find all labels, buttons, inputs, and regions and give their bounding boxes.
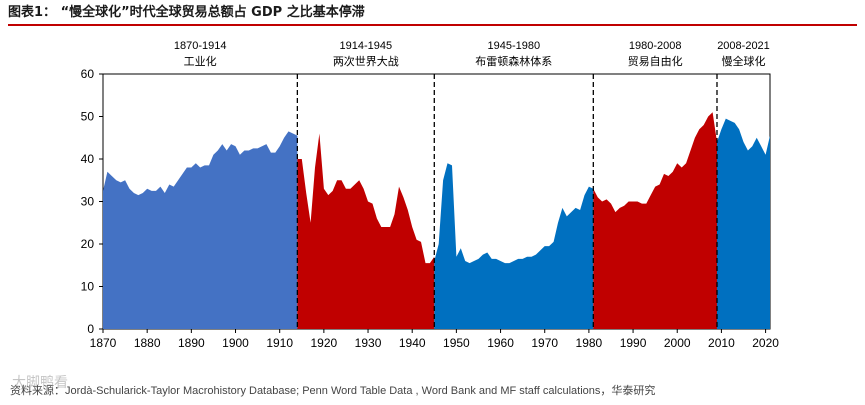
x-tick-label: 1950: [443, 336, 470, 350]
era-range-label: 1980-2008: [629, 40, 682, 52]
y-tick-label: 10: [81, 280, 95, 294]
figure-source: 资料来源：Jordà-Schularick-Taylor Macrohistor…: [10, 385, 656, 397]
area-series-1980-2008: [593, 112, 717, 329]
x-tick-label: 1890: [178, 336, 205, 350]
figure-title: 图表1： “慢全球化”时代全球贸易总额占 GDP 之比基本停滞: [8, 5, 365, 20]
x-tick-label: 1930: [355, 336, 382, 350]
y-tick-label: 0: [87, 322, 94, 336]
x-tick-label: 2010: [708, 336, 735, 350]
x-tick-label: 1910: [266, 336, 293, 350]
x-tick-label: 2000: [664, 336, 691, 350]
era-name-label: 慢全球化: [721, 54, 765, 68]
y-tick-label: 20: [81, 237, 95, 251]
era-name-label: 贸易自由化: [628, 54, 683, 68]
area-series-1945-1980: [434, 163, 594, 329]
y-tick-label: 50: [81, 110, 95, 124]
figure-header: 图表1： “慢全球化”时代全球贸易总额占 GDP 之比基本停滞: [8, 3, 857, 26]
x-tick-label: 1870: [90, 336, 117, 350]
x-tick-label: 1980: [576, 336, 603, 350]
x-tick-label: 1920: [311, 336, 338, 350]
x-tick-label: 1990: [620, 336, 647, 350]
area-series-2008-2021: [716, 118, 770, 329]
x-tick-label: 1880: [134, 336, 161, 350]
y-tick-label: 60: [81, 67, 95, 81]
x-tick-label: 1970: [531, 336, 558, 350]
header-rule: [8, 24, 857, 26]
x-tick-label: 1940: [399, 336, 426, 350]
area-series-1914-1945: [297, 133, 435, 329]
era-name-label: 工业化: [184, 54, 217, 68]
era-range-label: 2008-2021: [717, 40, 770, 52]
era-name-label: 两次世界大战: [333, 54, 399, 68]
y-tick-label: 30: [81, 195, 95, 209]
era-name-label: 布雷顿森林体系: [475, 54, 552, 68]
x-tick-label: 1960: [487, 336, 514, 350]
y-tick-label: 40: [81, 152, 95, 166]
x-tick-label: 2020: [752, 336, 779, 350]
era-range-label: 1914-1945: [340, 40, 393, 52]
area-series-1870-1914: [103, 131, 298, 329]
x-tick-label: 1900: [222, 336, 249, 350]
era-range-label: 1870-1914: [174, 40, 227, 52]
era-range-label: 1945-1980: [487, 40, 540, 52]
